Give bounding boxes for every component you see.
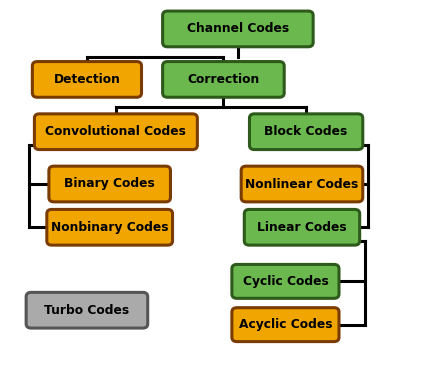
Text: Turbo Codes: Turbo Codes	[44, 304, 130, 317]
FancyBboxPatch shape	[244, 209, 360, 245]
FancyBboxPatch shape	[35, 114, 197, 149]
Text: Cyclic Codes: Cyclic Codes	[243, 275, 328, 288]
Text: Correction: Correction	[187, 73, 260, 86]
FancyBboxPatch shape	[26, 292, 148, 328]
Text: Nonbinary Codes: Nonbinary Codes	[51, 221, 168, 234]
Text: Nonlinear Codes: Nonlinear Codes	[245, 177, 359, 191]
FancyBboxPatch shape	[241, 166, 363, 202]
Text: Acyclic Codes: Acyclic Codes	[239, 318, 332, 331]
FancyBboxPatch shape	[162, 11, 313, 47]
Text: Binary Codes: Binary Codes	[64, 177, 155, 191]
Text: Linear Codes: Linear Codes	[257, 221, 347, 234]
FancyBboxPatch shape	[32, 61, 141, 97]
FancyBboxPatch shape	[49, 166, 170, 202]
FancyBboxPatch shape	[249, 114, 363, 149]
FancyBboxPatch shape	[232, 265, 339, 298]
Text: Channel Codes: Channel Codes	[187, 22, 289, 35]
Text: Block Codes: Block Codes	[265, 125, 348, 138]
Text: Detection: Detection	[54, 73, 120, 86]
FancyBboxPatch shape	[232, 308, 339, 342]
FancyBboxPatch shape	[162, 61, 284, 97]
FancyBboxPatch shape	[47, 209, 173, 245]
Text: Convolutional Codes: Convolutional Codes	[46, 125, 187, 138]
